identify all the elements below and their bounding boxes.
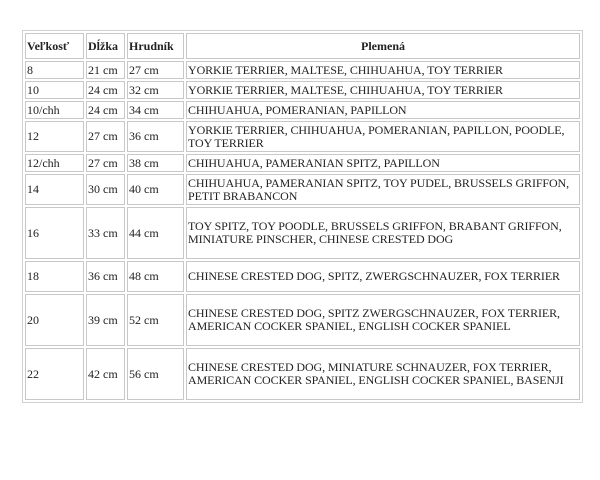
cell-chest: 56 cm	[127, 348, 184, 400]
table-row: 22 42 cm 56 cm CHINESE CRESTED DOG, MINIATU…	[25, 348, 580, 400]
size-table: Veľkosť Dĺžka Hrudník Plemená 8 21 cm 27 c…	[22, 30, 583, 403]
header-breeds: Plemená	[186, 33, 580, 59]
cell-breeds: CHINESE CRESTED DOG, MINIATURE SCHNAUZER…	[186, 348, 580, 400]
cell-length: 27 cm	[86, 154, 125, 172]
cell-size: 18	[25, 261, 84, 292]
cell-chest: 52 cm	[127, 294, 184, 346]
cell-breeds: TOY SPITZ, TOY POODLE, BRUSSELS GRIFFON,…	[186, 207, 580, 259]
table-row: 10 24 cm 32 cm YORKIE TERRIER, MALTESE, CHI…	[25, 81, 580, 99]
header-row: Veľkosť Dĺžka Hrudník Plemená	[25, 33, 580, 59]
cell-length: 42 cm	[86, 348, 125, 400]
cell-chest: 27 cm	[127, 61, 184, 79]
header-size: Veľkosť	[25, 33, 84, 59]
cell-breeds: CHINESE CRESTED DOG, SPITZ, ZWERGSCHNAUZ…	[186, 261, 580, 292]
cell-breeds: CHINESE CRESTED DOG, SPITZ ZWERGSCHNAUZE…	[186, 294, 580, 346]
cell-length: 30 cm	[86, 174, 125, 205]
cell-length: 21 cm	[86, 61, 125, 79]
cell-length: 27 cm	[86, 121, 125, 152]
cell-size: 14	[25, 174, 84, 205]
table-body: 8 21 cm 27 cm YORKIE TERRIER, MALTESE, CHIH…	[25, 61, 580, 400]
cell-breeds: YORKIE TERRIER, MALTESE, CHIHUAHUA, TOY …	[186, 61, 580, 79]
cell-length: 24 cm	[86, 101, 125, 119]
cell-length: 33 cm	[86, 207, 125, 259]
table-row: 12 27 cm 36 cm YORKIE TERRIER, CHIHUAHUA, P…	[25, 121, 580, 152]
table-row: 12/chh 27 cm 38 cm CHIHUAHUA, PAMERANIAN SP…	[25, 154, 580, 172]
cell-breeds: YORKIE TERRIER, CHIHUAHUA, POMERANIAN, P…	[186, 121, 580, 152]
cell-breeds: CHIHUAHUA, PAMERANIAN SPITZ, TOY PUDEL, …	[186, 174, 580, 205]
table-row: 14 30 cm 40 cm CHIHUAHUA, PAMERANIAN SPITZ,…	[25, 174, 580, 205]
cell-breeds: YORKIE TERRIER, MALTESE, CHIHUAHUA, TOY …	[186, 81, 580, 99]
cell-chest: 36 cm	[127, 121, 184, 152]
header-chest: Hrudník	[127, 33, 184, 59]
cell-breeds: CHIHUAHUA, PAMERANIAN SPITZ, PAPILLON	[186, 154, 580, 172]
table-row: 10/chh 24 cm 34 cm CHIHUAHUA, POMERANIAN, P…	[25, 101, 580, 119]
table-row: 16 33 cm 44 cm TOY SPITZ, TOY POODLE, BRUSS…	[25, 207, 580, 259]
table-row: 8 21 cm 27 cm YORKIE TERRIER, MALTESE, CHIH…	[25, 61, 580, 79]
cell-size: 8	[25, 61, 84, 79]
header-length: Dĺžka	[86, 33, 125, 59]
cell-breeds: CHIHUAHUA, POMERANIAN, PAPILLON	[186, 101, 580, 119]
cell-length: 36 cm	[86, 261, 125, 292]
cell-chest: 38 cm	[127, 154, 184, 172]
cell-size: 20	[25, 294, 84, 346]
cell-chest: 40 cm	[127, 174, 184, 205]
cell-chest: 48 cm	[127, 261, 184, 292]
cell-length: 24 cm	[86, 81, 125, 99]
cell-size: 12/chh	[25, 154, 84, 172]
cell-size: 10/chh	[25, 101, 84, 119]
table-row: 20 39 cm 52 cm CHINESE CRESTED DOG, SPITZ Z…	[25, 294, 580, 346]
cell-chest: 32 cm	[127, 81, 184, 99]
table-row: 18 36 cm 48 cm CHINESE CRESTED DOG, SPITZ, …	[25, 261, 580, 292]
cell-chest: 44 cm	[127, 207, 184, 259]
cell-size: 22	[25, 348, 84, 400]
cell-size: 10	[25, 81, 84, 99]
cell-size: 16	[25, 207, 84, 259]
cell-chest: 34 cm	[127, 101, 184, 119]
cell-length: 39 cm	[86, 294, 125, 346]
cell-size: 12	[25, 121, 84, 152]
